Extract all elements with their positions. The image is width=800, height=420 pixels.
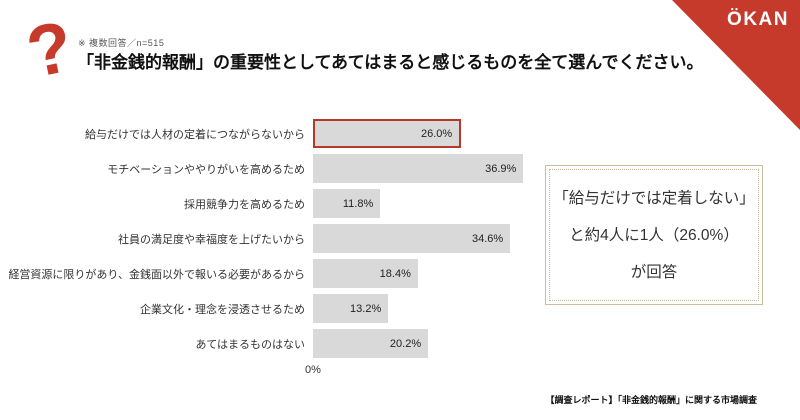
bar-row: 採用競争力を高めるため 11.8% xyxy=(0,186,545,221)
survey-question-title: 「非金銭的報酬」の重要性としてあてはまると感じるものを全て選んでください。 xyxy=(77,53,704,72)
report-source-caption: 【調査レポート】「非金銭的報酬」に関する市場調査 xyxy=(545,395,757,405)
value-label: 36.9% xyxy=(485,162,517,175)
bar-row: モチベーションややりがいを高めるため 36.9% xyxy=(0,151,545,186)
bar-track: 20.2% xyxy=(313,329,545,358)
value-label: 18.4% xyxy=(379,267,411,280)
value-label: 26.0% xyxy=(420,127,453,140)
bar-row: あてはまるものはない 20.2% xyxy=(0,326,545,361)
callout-line: 「給与だけでは定着しない」 xyxy=(553,189,755,207)
bar-track: 34.6% xyxy=(313,224,545,253)
bar-highlighted: 26.0% xyxy=(313,119,462,148)
bar: 11.8% xyxy=(313,189,381,218)
category-label: 企業文化・理念を浸透させるため xyxy=(140,303,305,316)
bar: 36.9% xyxy=(313,154,524,183)
category-label: モチベーションややりがいを高めるため xyxy=(107,163,305,176)
bar-row: 社員の満足度や幸福度を上げたいから 34.6% xyxy=(0,221,545,256)
bar-row: 給与だけでは人材の定着につながらないから 26.0% xyxy=(0,116,545,151)
bar-track: 11.8% xyxy=(313,189,545,218)
question-mark-icon: ? xyxy=(20,6,80,94)
value-label: 34.6% xyxy=(472,232,504,245)
value-label: 13.2% xyxy=(350,302,382,315)
category-label: 社員の満足度や幸福度を上げたいから xyxy=(118,233,305,246)
survey-note: ※ 複数回答／n=515 xyxy=(78,38,165,48)
x-axis-origin-label: 0% xyxy=(305,364,321,376)
bar-row: 企業文化・理念を浸透させるため 13.2% xyxy=(0,291,545,326)
bar-track: 13.2% xyxy=(313,294,545,323)
category-label: 給与だけでは人材の定着につながらないから xyxy=(85,128,305,141)
category-label: 採用競争力を高めるため xyxy=(184,198,305,211)
okan-logo: ÖKAN xyxy=(727,9,789,30)
value-label: 20.2% xyxy=(389,337,422,350)
bar-track: 36.9% xyxy=(313,154,545,183)
bar-chart: 給与だけでは人材の定着につながらないから 26.0% モチベーションややりがいを高め… xyxy=(0,116,545,361)
insight-callout-box: 「給与だけでは定着しない」 と約4人に1人（26.0%） が回答 xyxy=(545,165,763,305)
bar: 34.6% xyxy=(313,224,511,253)
bar-row: 経営資源に限りがあり、金銭面以外で報いる必要があるから 18.4% xyxy=(0,256,545,291)
callout-line: が回答 xyxy=(630,263,678,281)
bar: 18.4% xyxy=(313,259,418,288)
value-label: 11.8% xyxy=(342,197,374,210)
bar: 13.2% xyxy=(313,294,389,323)
bar: 20.2% xyxy=(313,329,429,358)
category-label: 経営資源に限りがあり、金銭面以外で報いる必要があるから xyxy=(8,268,305,281)
bar-track: 26.0% xyxy=(313,119,545,148)
callout-line: と約4人に1人（26.0%） xyxy=(569,226,739,244)
category-label: あてはまるものはない xyxy=(195,338,305,351)
bar-track: 18.4% xyxy=(313,259,545,288)
